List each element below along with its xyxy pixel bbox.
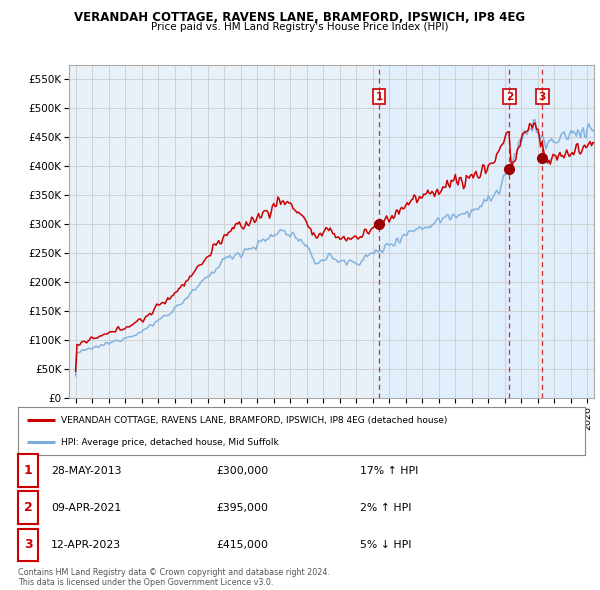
Text: 2% ↑ HPI: 2% ↑ HPI <box>360 503 412 513</box>
Text: £300,000: £300,000 <box>216 466 268 476</box>
Text: 3: 3 <box>24 538 32 552</box>
Text: Contains HM Land Registry data © Crown copyright and database right 2024.
This d: Contains HM Land Registry data © Crown c… <box>18 568 330 587</box>
Text: 1: 1 <box>24 464 32 477</box>
Text: £395,000: £395,000 <box>216 503 268 513</box>
Text: VERANDAH COTTAGE, RAVENS LANE, BRAMFORD, IPSWICH, IP8 4EG (detached house): VERANDAH COTTAGE, RAVENS LANE, BRAMFORD,… <box>61 416 447 425</box>
Text: 2: 2 <box>24 501 32 514</box>
Text: Price paid vs. HM Land Registry's House Price Index (HPI): Price paid vs. HM Land Registry's House … <box>151 22 449 32</box>
Text: 28-MAY-2013: 28-MAY-2013 <box>51 466 121 476</box>
Text: £415,000: £415,000 <box>216 540 268 550</box>
Text: 12-APR-2023: 12-APR-2023 <box>51 540 121 550</box>
Text: VERANDAH COTTAGE, RAVENS LANE, BRAMFORD, IPSWICH, IP8 4EG: VERANDAH COTTAGE, RAVENS LANE, BRAMFORD,… <box>74 11 526 24</box>
Text: 17% ↑ HPI: 17% ↑ HPI <box>360 466 418 476</box>
Text: 2: 2 <box>506 92 513 102</box>
Bar <box>379 65 594 398</box>
Text: 09-APR-2021: 09-APR-2021 <box>51 503 121 513</box>
Text: 1: 1 <box>376 92 383 102</box>
Text: 5% ↓ HPI: 5% ↓ HPI <box>360 540 412 550</box>
Text: HPI: Average price, detached house, Mid Suffolk: HPI: Average price, detached house, Mid … <box>61 438 278 447</box>
Text: 3: 3 <box>539 92 546 102</box>
